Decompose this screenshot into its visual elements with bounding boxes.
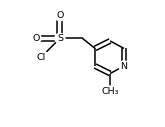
- Circle shape: [105, 86, 115, 96]
- Circle shape: [31, 33, 41, 43]
- Text: O: O: [56, 11, 64, 20]
- Circle shape: [55, 33, 65, 43]
- Text: N: N: [120, 61, 127, 70]
- Text: CH₃: CH₃: [101, 87, 119, 96]
- Circle shape: [55, 11, 65, 21]
- Text: Cl: Cl: [36, 53, 46, 62]
- Text: S: S: [57, 34, 63, 43]
- Text: O: O: [32, 34, 40, 43]
- Circle shape: [34, 50, 48, 64]
- Circle shape: [119, 61, 129, 71]
